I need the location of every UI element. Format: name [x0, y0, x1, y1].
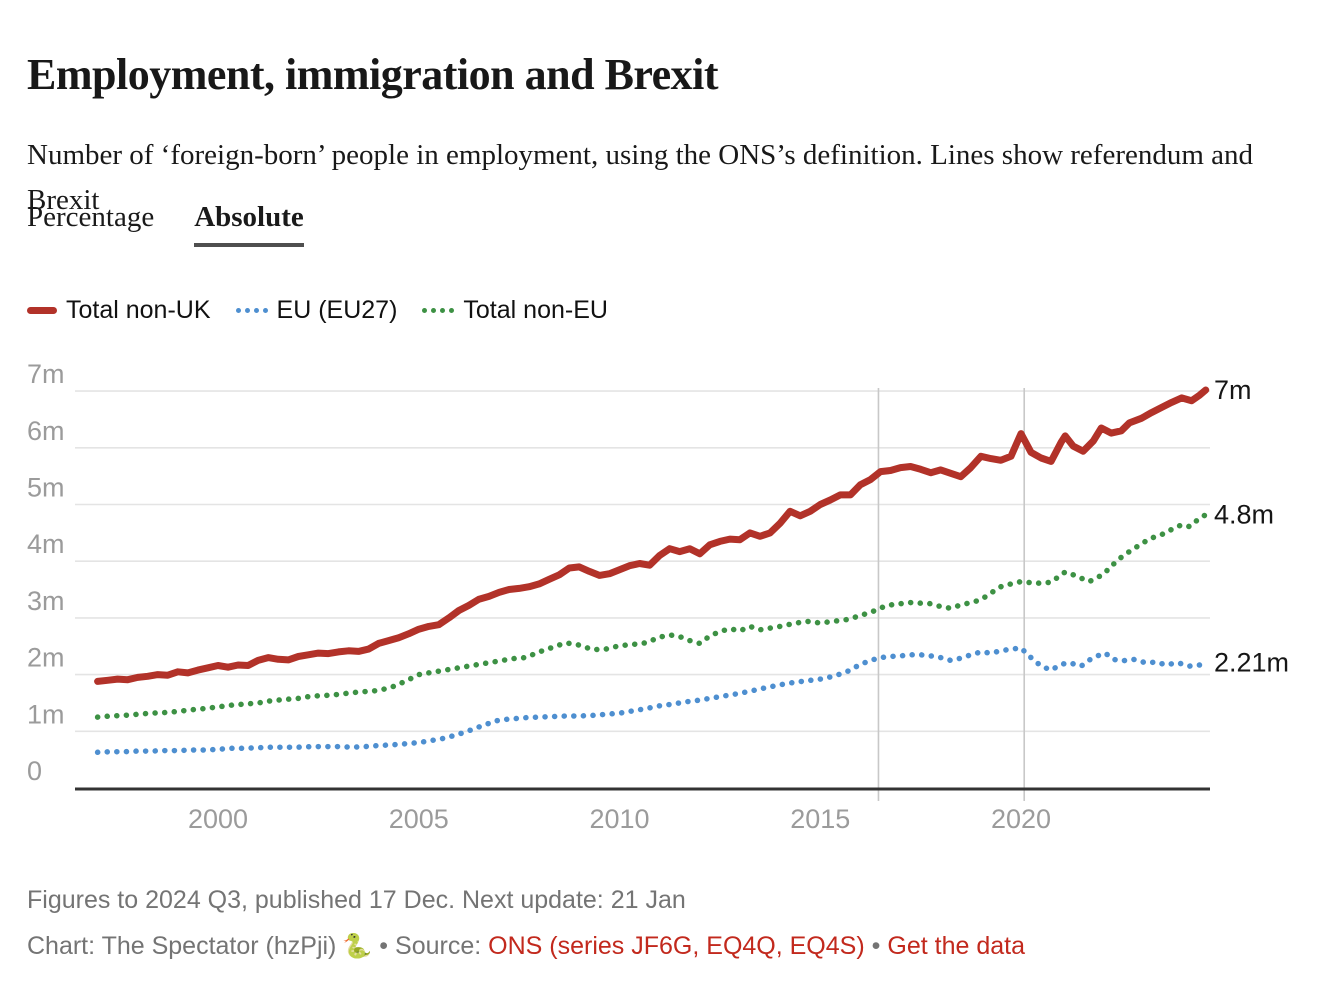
- chart-footnote: Figures to 2024 Q3, published 17 Dec. Ne…: [27, 886, 686, 914]
- tab-percentage[interactable]: Percentage: [27, 201, 155, 233]
- legend-label: Total non-EU: [463, 296, 608, 324]
- chart-legend: Total non-UK EU (EU27) Total non-EU: [27, 296, 608, 325]
- legend-item-total-non-uk: Total non-UK: [27, 296, 211, 325]
- chart-subtitle: Number of ‘foreign-born’ people in emplo…: [27, 139, 1254, 216]
- tab-absolute[interactable]: Absolute: [194, 201, 304, 247]
- legend-label: Total non-UK: [66, 296, 211, 324]
- series-line-eu-eu27-: [94, 645, 1209, 756]
- x-tick-label: 2005: [389, 804, 449, 834]
- series-end-label: 4.8m: [1214, 500, 1274, 530]
- x-tick-label: 2000: [188, 804, 248, 834]
- y-tick-label: 1m: [27, 699, 65, 729]
- separator-dot: •: [379, 932, 389, 960]
- y-tick-label: 3m: [27, 586, 65, 616]
- series-end-label: 7m: [1214, 375, 1252, 405]
- y-tick-label: 0: [27, 756, 42, 786]
- legend-item-total-non-eu: Total non-EU: [422, 296, 608, 325]
- series-line-total-non-uk: [94, 386, 1210, 685]
- get-the-data-link[interactable]: Get the data: [887, 932, 1026, 960]
- series-line-total-non-eu: [94, 511, 1209, 720]
- legend-label: EU (EU27): [276, 296, 398, 324]
- chart-byline: Chart: The Spectator (hzPji) 🐍 • Source: ON…: [27, 932, 1025, 961]
- solid-line-swatch-icon: [27, 307, 57, 314]
- x-tick-label: 2010: [589, 804, 649, 834]
- source-prefix: Source:: [395, 932, 482, 960]
- attribution-text: Chart: The Spectator (hzPji): [27, 932, 337, 960]
- y-tick-label: 2m: [27, 643, 65, 673]
- x-tick-label: 2015: [790, 804, 850, 834]
- source-link[interactable]: ONS (series JF6G, EQ4Q, EQ4S): [488, 932, 865, 960]
- page-title: Employment, immigration and Brexit: [27, 50, 719, 100]
- y-tick-label: 5m: [27, 473, 65, 503]
- dotted-line-swatch-icon: [235, 308, 268, 313]
- view-switcher: Percentage Absolute: [27, 201, 304, 247]
- y-tick-label: 6m: [27, 416, 65, 446]
- y-tick-label: 7m: [27, 359, 65, 389]
- series-end-label: 2.21m: [1214, 648, 1289, 678]
- dotted-line-swatch-icon: [422, 308, 455, 313]
- x-tick-label: 2020: [991, 804, 1051, 834]
- snake-emoji-icon: 🐍: [342, 933, 373, 960]
- y-tick-label: 4m: [27, 529, 65, 559]
- separator-dot: •: [871, 932, 881, 960]
- legend-item-eu: EU (EU27): [235, 296, 398, 325]
